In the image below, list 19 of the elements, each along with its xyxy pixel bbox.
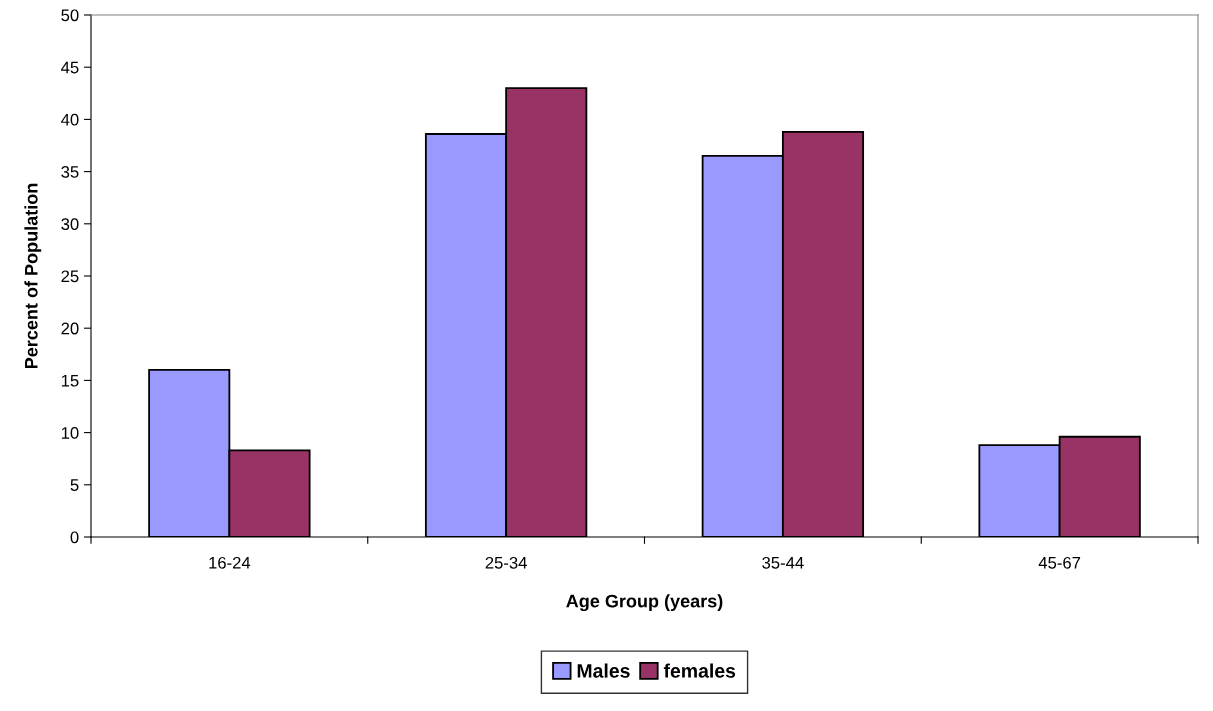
y-tick-label: 45 [61, 61, 79, 74]
x-tick-label: 45-67 [1038, 556, 1081, 569]
y-tick-label: 25 [61, 270, 79, 283]
y-tick-label: 0 [70, 531, 79, 544]
x-axis-title: Age Group (years) [566, 594, 723, 612]
y-tick-label: 35 [61, 166, 79, 178]
y-tick-label: 30 [61, 218, 79, 230]
y-tick-label: 50 [61, 9, 79, 22]
y-tick-label: 20 [61, 322, 79, 335]
legend-label: Males [577, 663, 630, 678]
x-tick-label: 25-34 [485, 556, 527, 569]
y-tick-label: 10 [61, 427, 79, 439]
y-tick-label: 5 [70, 479, 79, 491]
x-tick-label: 16-24 [209, 556, 251, 569]
y-tick-label: 40 [61, 113, 79, 126]
x-tick-label: 35-44 [762, 556, 804, 569]
y-axis-title: Percent of Population [24, 183, 42, 369]
y-tick-label: 15 [61, 374, 79, 387]
legend-label: females [663, 663, 736, 678]
